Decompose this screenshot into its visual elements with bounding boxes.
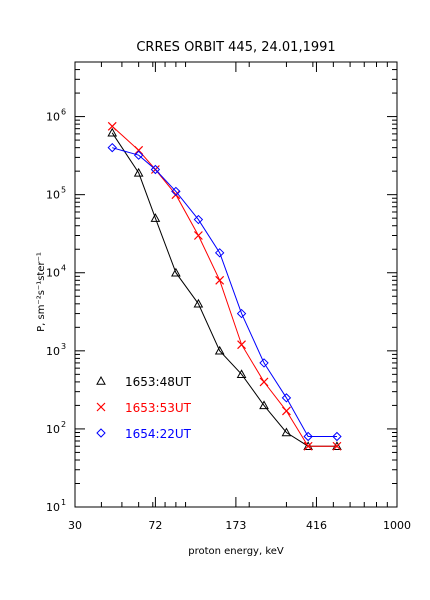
y-tick-label: 10 — [46, 267, 60, 280]
data-point-series-3 — [171, 186, 181, 197]
data-point-series-3 — [133, 150, 144, 160]
data-point-series-1 — [171, 267, 181, 277]
data-point-series-2 — [215, 275, 225, 285]
legend-marker-2 — [96, 402, 106, 412]
data-point-series-3 — [259, 358, 269, 368]
y-axis-label: P, sm⁻²s⁻¹ster⁻¹ — [36, 252, 47, 332]
x-axis-label: proton energy, keV — [188, 546, 284, 557]
data-point-series-3 — [236, 308, 247, 319]
data-point-series-2 — [303, 441, 313, 451]
data-point-series-1 — [150, 213, 161, 222]
data-point-series-2 — [107, 121, 117, 131]
y-tick-label: 10 — [46, 501, 60, 514]
x-tick-label: 173 — [225, 519, 246, 532]
data-point-series-3 — [332, 431, 342, 442]
y-tick-exponent: 4 — [61, 264, 66, 273]
data-point-series-2 — [134, 145, 144, 155]
data-point-series-3 — [193, 214, 204, 225]
legend-marker-1 — [96, 375, 106, 385]
y-tick-exponent: 3 — [61, 342, 66, 351]
data-point-series-2 — [332, 441, 342, 451]
x-tick-label: 416 — [306, 519, 327, 532]
legend-label-2: 1653:53UT — [125, 401, 192, 415]
plot-frame — [74, 61, 398, 508]
data-point-series-1 — [214, 345, 225, 355]
y-tick-label: 10 — [46, 423, 60, 436]
y-tick-exponent: 1 — [61, 498, 66, 507]
data-point-series-3 — [107, 142, 117, 153]
data-point-series-3 — [214, 248, 225, 258]
legend-label-3: 1654:22UT — [125, 427, 192, 441]
data-point-series-2 — [259, 377, 269, 387]
legend-marker-3 — [96, 428, 106, 438]
data-point-series-2 — [171, 190, 181, 200]
data-point-series-1 — [281, 427, 292, 437]
y-tick-label: 10 — [46, 345, 60, 358]
data-point-series-1 — [133, 167, 144, 177]
data-point-series-3 — [281, 393, 292, 403]
data-point-series-2 — [237, 340, 246, 350]
x-tick-label: 72 — [148, 519, 162, 532]
y-tick-exponent: 2 — [61, 420, 66, 429]
y-tick-label: 10 — [46, 111, 60, 124]
y-tick-exponent: 6 — [61, 108, 66, 117]
y-tick-label: 10 — [46, 189, 60, 202]
data-point-series-1 — [236, 369, 247, 379]
data-point-series-1 — [107, 127, 118, 137]
series-line-3 — [112, 147, 337, 437]
series-line-2 — [111, 125, 337, 447]
data-point-series-2 — [282, 406, 291, 416]
data-point-series-1 — [193, 298, 204, 308]
data-point-series-3 — [303, 431, 313, 442]
x-tick-label: 30 — [68, 519, 82, 532]
data-point-series-1 — [259, 400, 269, 410]
legend-label-1: 1653:48UT — [125, 375, 192, 389]
x-tick-label: 1000 — [383, 519, 411, 532]
y-tick-exponent: 5 — [61, 186, 66, 195]
series-line-1 — [111, 132, 337, 447]
data-point-series-2 — [193, 231, 203, 240]
data-point-series-3 — [150, 164, 161, 175]
chart-title: CRRES ORBIT 445, 24.01,1991 — [136, 40, 335, 55]
